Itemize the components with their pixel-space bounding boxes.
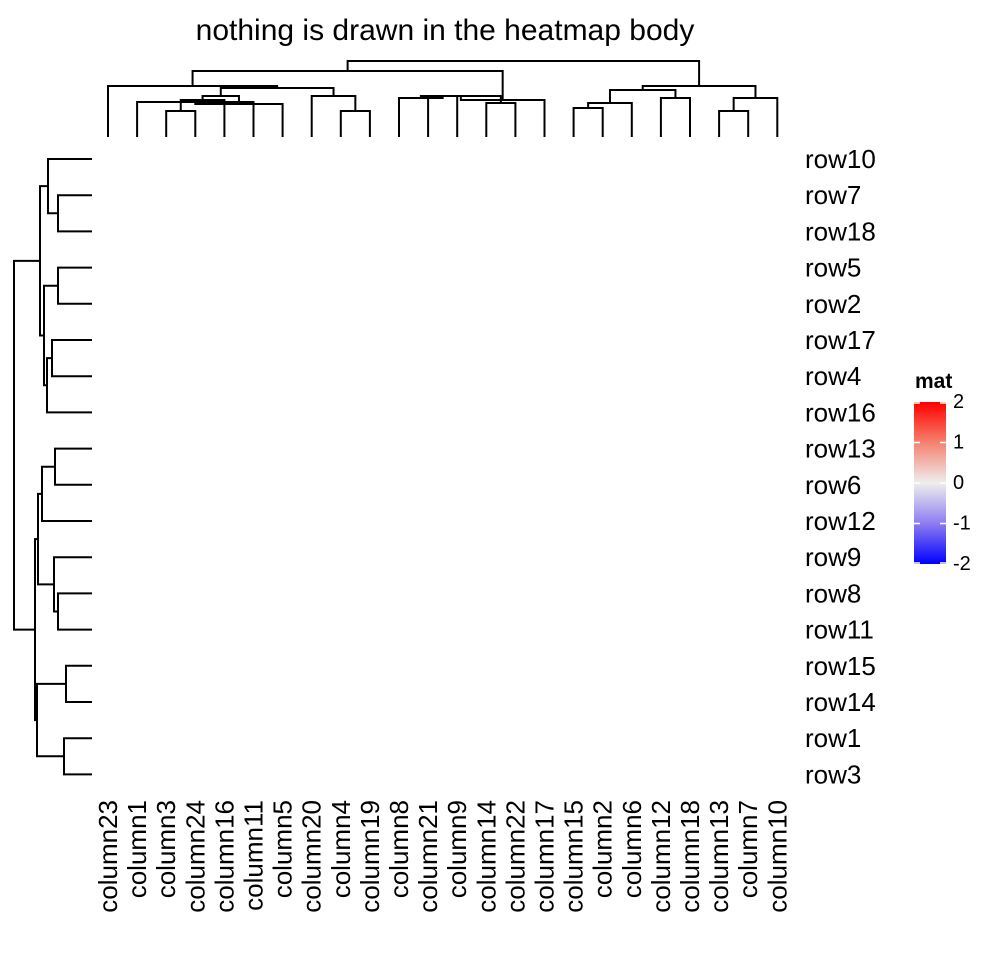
dendrogram-branch xyxy=(47,158,92,215)
row-label: row13 xyxy=(805,434,876,464)
column-label: column12 xyxy=(646,800,676,913)
row-labels: row10 row7 row18 row5 row2 row17 row4 row16 row1… xyxy=(805,144,876,789)
color-legend: mat 2 1 0 -1 -2 xyxy=(914,370,971,575)
dendrogram-branch xyxy=(57,266,92,305)
legend-tick-label: 0 xyxy=(953,472,964,494)
dendrogram-branch xyxy=(57,592,92,631)
row-label: row1 xyxy=(805,723,861,753)
dendrogram-branch xyxy=(46,357,92,414)
dendrogram-branch xyxy=(485,102,517,137)
dendrogram-branch xyxy=(310,95,357,137)
column-dendrogram xyxy=(107,60,779,137)
row-label: row14 xyxy=(805,687,876,717)
row-label: row5 xyxy=(805,253,861,283)
column-label: column7 xyxy=(733,800,763,898)
row-label: row16 xyxy=(805,397,876,427)
row-label: row17 xyxy=(805,325,876,355)
dendrogram-branch xyxy=(165,110,197,137)
row-label: row18 xyxy=(805,216,876,246)
row-label: row2 xyxy=(805,289,861,319)
legend-tick-label: -2 xyxy=(953,553,971,575)
dendrogram-branch xyxy=(53,556,92,613)
column-label: column11 xyxy=(239,800,269,911)
dendrogram-branch xyxy=(572,107,604,137)
column-labels: column23 column1 column3 column24 column16 co… xyxy=(93,800,792,913)
row-label: row15 xyxy=(805,651,876,681)
column-label: column8 xyxy=(384,800,414,898)
chart-title: nothing is drawn in the heatmap body xyxy=(196,14,695,47)
dendrogram-branch xyxy=(219,87,335,96)
row-label: row6 xyxy=(805,470,861,500)
row-label: row8 xyxy=(805,578,861,608)
dendrogram-branch xyxy=(641,85,757,98)
column-label: column24 xyxy=(180,800,210,913)
column-label: column10 xyxy=(762,800,792,913)
row-label: row11 xyxy=(805,615,874,645)
dendrogram-branch xyxy=(608,89,677,103)
column-label: column23 xyxy=(93,800,123,913)
dendrogram-branch xyxy=(51,339,92,378)
row-label: row7 xyxy=(805,180,861,210)
dendrogram-branch xyxy=(339,110,371,137)
heatmap-body xyxy=(94,141,790,789)
legend-tick-label: 2 xyxy=(953,391,964,413)
column-label: column5 xyxy=(268,800,298,898)
legend-ticks: 2 1 0 -1 -2 xyxy=(914,391,971,575)
legend-title: mat xyxy=(915,370,952,393)
dendrogram-branch xyxy=(57,194,92,233)
column-label: column22 xyxy=(500,800,530,913)
dendrogram-branch xyxy=(41,465,92,522)
dendrogram-branch xyxy=(194,102,284,137)
column-label: column20 xyxy=(297,800,327,913)
row-label: row12 xyxy=(805,506,876,536)
row-label: row10 xyxy=(805,144,876,174)
column-label: column16 xyxy=(209,800,239,913)
column-label: column4 xyxy=(326,800,356,898)
dendrogram-branch xyxy=(179,99,226,137)
column-label: column9 xyxy=(442,800,472,898)
dendrogram-branch xyxy=(398,96,444,137)
column-label: column14 xyxy=(471,800,501,913)
dendrogram-branch xyxy=(346,60,701,86)
column-label: column13 xyxy=(704,800,734,913)
row-dendrogram xyxy=(13,158,92,776)
dendrogram-branch xyxy=(13,259,40,631)
column-label: column6 xyxy=(617,800,647,898)
column-label: column21 xyxy=(413,800,443,913)
legend-tick-label: -1 xyxy=(953,513,971,535)
dendrogram-branch xyxy=(63,737,92,776)
dendrogram-branch xyxy=(65,664,92,703)
column-label: column3 xyxy=(151,800,181,898)
column-label: column2 xyxy=(588,800,618,898)
dendrogram-branch xyxy=(37,492,54,586)
dendrogram-branch xyxy=(659,97,691,137)
column-label: column17 xyxy=(530,800,560,913)
dendrogram-branch xyxy=(718,110,750,137)
column-label: column1 xyxy=(122,800,152,898)
dendrogram-branch xyxy=(36,682,66,758)
row-label: row9 xyxy=(805,542,861,572)
legend-tick-label: 1 xyxy=(953,432,964,454)
dendrogram-branch xyxy=(732,97,779,137)
row-label: row3 xyxy=(805,759,861,789)
column-label: column18 xyxy=(675,800,705,913)
dendrogram-branch xyxy=(427,95,459,137)
column-label: column19 xyxy=(355,800,385,913)
column-label: column15 xyxy=(559,800,589,913)
row-label: row4 xyxy=(805,361,861,391)
dendrogram-branch xyxy=(54,447,92,486)
